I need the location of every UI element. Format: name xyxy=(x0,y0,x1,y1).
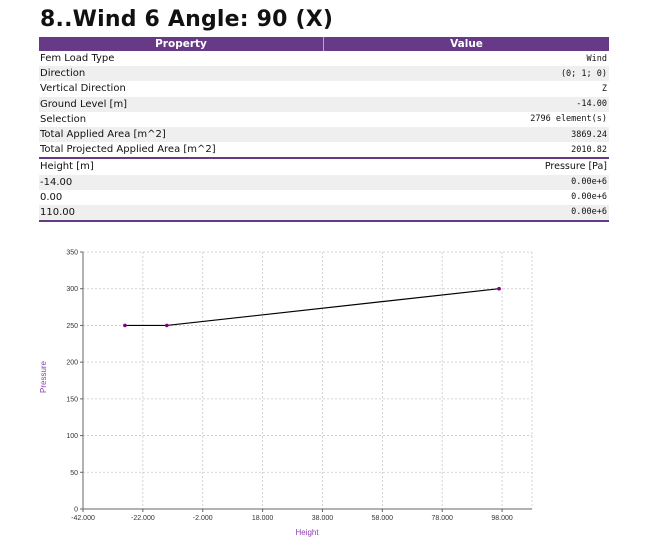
row-value: Z xyxy=(601,83,607,94)
row-value: (0; 1; 0) xyxy=(560,68,607,79)
y-tick-label: 200 xyxy=(66,360,78,367)
sub-header-value: Pressure [Pa] xyxy=(544,161,607,173)
x-axis-label: Height xyxy=(295,528,319,537)
x-tick-label: -42.000 xyxy=(71,515,95,522)
properties-table: Property Value Fem Load Type Wind Direct… xyxy=(39,37,609,223)
y-tick-label: 350 xyxy=(66,250,78,257)
sub-header-key: Height [m] xyxy=(40,161,94,173)
row-key: Selection xyxy=(40,113,87,125)
row-value: -14.00 xyxy=(576,99,607,110)
x-tick-label: 58.000 xyxy=(372,515,394,522)
row-key: Direction xyxy=(40,68,86,80)
x-tick-label: 78.000 xyxy=(431,515,453,522)
y-tick-label: 300 xyxy=(66,286,78,293)
y-axis-label: Pressure xyxy=(39,360,48,393)
pressure-chart: -42.000 -22.000 -2.000 18.000 38.000 58.000 78… xyxy=(0,240,648,545)
row-key: Fem Load Type xyxy=(40,53,115,65)
row-value: 2796 element(s) xyxy=(530,114,607,125)
row-value: 0.00e+6 xyxy=(571,192,607,203)
row-key: 0.00 xyxy=(40,191,63,203)
page-title: 8..Wind 6 Angle: 90 (X) xyxy=(40,7,334,32)
y-tick-label: 250 xyxy=(66,323,78,330)
header-property: Property xyxy=(39,37,324,51)
chart-svg: -42.000 -22.000 -2.000 18.000 38.000 58.000 78… xyxy=(39,250,533,537)
table-row: Fem Load Type Wind xyxy=(39,51,609,66)
row-value: Wind xyxy=(586,53,607,64)
data-point xyxy=(123,323,127,328)
table-row: Total Applied Area [m^2] 3869.24 xyxy=(39,126,609,143)
row-key: Vertical Direction xyxy=(40,83,126,95)
series-line xyxy=(124,288,500,327)
x-tick-label: 98.000 xyxy=(491,515,513,522)
x-tick-label: 18.000 xyxy=(252,515,274,522)
x-tick-label: -2.000 xyxy=(193,515,213,522)
table-row: Selection 2796 element(s) xyxy=(39,112,609,127)
row-key: -14.00 xyxy=(40,176,73,188)
header-value: Value xyxy=(450,38,483,50)
row-key: Ground Level [m] xyxy=(40,98,128,110)
table-row: 110.00 0.00e+6 xyxy=(39,204,609,221)
table-row: 0.00 0.00e+6 xyxy=(39,190,609,205)
row-value: 2010.82 xyxy=(571,144,607,155)
table-row: Vertical Direction Z xyxy=(39,81,609,96)
x-tick-label: -22.000 xyxy=(131,515,155,522)
x-tick-label: 38.000 xyxy=(312,515,334,522)
table-bottom-border xyxy=(39,220,609,223)
row-key: 110.00 xyxy=(40,206,75,218)
y-tick-label: 0 xyxy=(74,507,78,514)
data-point xyxy=(497,286,501,291)
y-tick-label: 50 xyxy=(70,470,78,477)
table-row: Total Projected Applied Area [m^2] 2010.… xyxy=(39,142,609,157)
y-tick-label: 100 xyxy=(66,433,78,440)
y-tick-label: 150 xyxy=(66,396,78,403)
data-point xyxy=(165,323,169,328)
sub-header-row: Height [m] Pressure [Pa] xyxy=(39,159,609,174)
section-divider xyxy=(39,157,609,160)
row-value: 3869.24 xyxy=(571,129,607,140)
table-row: Ground Level [m] -14.00 xyxy=(39,96,609,112)
row-key: Total Applied Area [m^2] xyxy=(40,129,166,141)
row-value: 0.00e+6 xyxy=(571,177,607,188)
table-row: Direction (0; 1; 0) xyxy=(39,66,609,82)
table-row: -14.00 0.00e+6 xyxy=(39,174,609,190)
row-key: Total Projected Applied Area [m^2] xyxy=(40,144,216,156)
table-header: Property Value xyxy=(39,37,609,51)
row-value: 0.00e+6 xyxy=(571,207,607,218)
